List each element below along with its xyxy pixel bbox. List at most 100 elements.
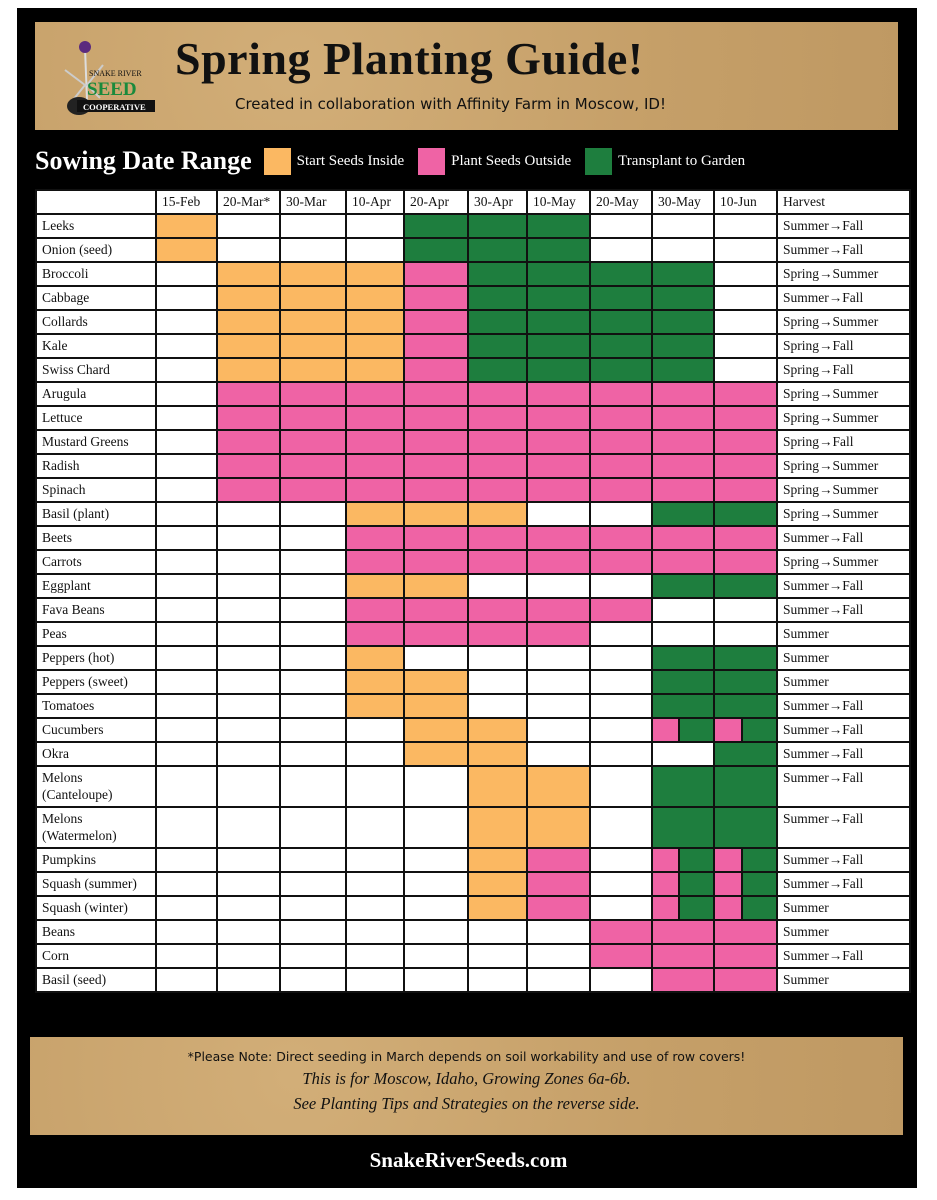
harvest-season: Summer→Fall <box>776 943 911 969</box>
cell-empty <box>155 943 218 969</box>
cell-empty <box>403 871 469 897</box>
cell-fill-P <box>589 405 653 431</box>
cell-empty <box>155 693 218 719</box>
cell-empty <box>279 669 347 695</box>
cell-fill-G <box>651 501 715 527</box>
cell-empty <box>713 597 778 623</box>
harvest-season: Summer→Fall <box>776 597 911 623</box>
cell-fill-O <box>216 285 281 311</box>
crop-name: Leeks <box>35 213 157 239</box>
cell-fill-G <box>713 693 778 719</box>
cell-fill-P <box>279 381 347 407</box>
cell-fill-P <box>403 261 469 287</box>
cell-fill-G <box>680 849 713 871</box>
cell-split-plant-transplant <box>713 895 778 921</box>
harvest-season: Spring→Summer <box>776 405 911 431</box>
cell-fill-G <box>467 213 528 239</box>
crop-name: Eggplant <box>35 573 157 599</box>
header-date: 10-Apr <box>345 189 405 215</box>
cell-split-plant-transplant <box>713 871 778 897</box>
cell-fill-P <box>216 453 281 479</box>
header-date: 10-May <box>526 189 591 215</box>
cell-fill-O <box>345 357 405 383</box>
cell-empty <box>345 213 405 239</box>
cell-empty <box>467 669 528 695</box>
cell-fill-P <box>651 453 715 479</box>
cell-empty <box>713 213 778 239</box>
cell-fill-G <box>742 873 776 895</box>
cell-empty <box>345 237 405 263</box>
cell-empty <box>345 847 405 873</box>
header-harvest: Harvest <box>776 189 911 215</box>
table-row: Arugula Spring→Summer <box>35 381 911 407</box>
cell-fill-P <box>403 597 469 623</box>
harvest-season: Summer <box>776 645 911 671</box>
cell-fill-G <box>651 573 715 599</box>
cell-empty <box>467 693 528 719</box>
cell-empty <box>155 847 218 873</box>
split-cell <box>715 849 776 871</box>
cell-empty <box>526 919 591 945</box>
cell-empty <box>216 669 281 695</box>
cell-fill-G <box>713 669 778 695</box>
cell-fill-P <box>345 525 405 551</box>
cell-empty <box>279 919 347 945</box>
cell-fill-G <box>526 213 591 239</box>
cell-empty <box>589 741 653 767</box>
cell-fill-P <box>403 525 469 551</box>
cell-fill-P <box>589 453 653 479</box>
cell-empty <box>155 717 218 743</box>
cell-fill-P <box>715 849 743 871</box>
cell-empty <box>216 847 281 873</box>
svg-text:SEED: SEED <box>87 79 137 100</box>
cell-empty <box>713 237 778 263</box>
harvest-season: Spring→Summer <box>776 477 911 503</box>
cell-fill-P <box>589 525 653 551</box>
cell-fill-O <box>279 309 347 335</box>
crop-name: Okra <box>35 741 157 767</box>
cell-fill-O <box>403 741 469 767</box>
cell-fill-P <box>279 405 347 431</box>
website-link[interactable]: SnakeRiverSeeds.com <box>369 1148 568 1172</box>
cell-fill-P <box>279 477 347 503</box>
cell-fill-O <box>526 806 591 849</box>
table-row: Kale Spring→Fall <box>35 333 911 359</box>
cell-fill-O <box>279 261 347 287</box>
cell-empty <box>216 549 281 575</box>
cell-fill-O <box>345 261 405 287</box>
cell-empty <box>526 645 591 671</box>
split-cell <box>715 897 776 919</box>
cell-fill-G <box>403 213 469 239</box>
table-row: Swiss Chard Spring→Fall <box>35 357 911 383</box>
cell-fill-O <box>216 357 281 383</box>
legend-swatch-start-inside <box>263 147 291 175</box>
cell-empty <box>279 213 347 239</box>
table-row: Peppers (sweet) Summer <box>35 669 911 695</box>
cell-fill-P <box>403 429 469 455</box>
cell-fill-G <box>713 806 778 849</box>
crop-name: Basil (plant) <box>35 501 157 527</box>
harvest-season: Summer→Fall <box>776 237 911 263</box>
cell-fill-G <box>651 669 715 695</box>
cell-fill-P <box>651 967 715 993</box>
cell-fill-P <box>651 549 715 575</box>
cell-empty <box>216 895 281 921</box>
cell-empty <box>526 669 591 695</box>
harvest-season: Summer→Fall <box>776 847 911 873</box>
cell-fill-P <box>713 549 778 575</box>
crop-name: Cabbage <box>35 285 157 311</box>
cell-fill-G <box>651 261 715 287</box>
cell-empty <box>216 213 281 239</box>
legend-label: Plant Seeds Outside <box>451 153 572 169</box>
cell-empty <box>279 895 347 921</box>
crop-name: Peas <box>35 621 157 647</box>
table-row: Peppers (hot) Summer <box>35 645 911 671</box>
cell-empty <box>403 895 469 921</box>
cell-fill-O <box>155 237 218 263</box>
cell-fill-G <box>713 741 778 767</box>
table-row: Cucumbers Summer→Fall <box>35 717 911 743</box>
cell-fill-G <box>526 357 591 383</box>
harvest-season: Summer <box>776 621 911 647</box>
cell-empty <box>467 967 528 993</box>
cell-fill-G <box>589 357 653 383</box>
